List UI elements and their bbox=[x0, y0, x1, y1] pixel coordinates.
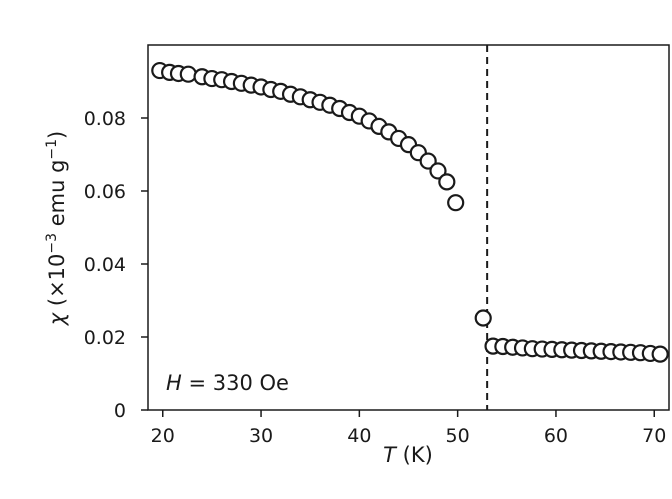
x-axis-unit: (K) bbox=[396, 443, 433, 467]
x-tick-label: 20 bbox=[151, 425, 175, 447]
x-axis-var: T bbox=[383, 443, 398, 467]
x-tick-label: 70 bbox=[642, 425, 666, 447]
data-point bbox=[447, 194, 465, 212]
data-points bbox=[151, 61, 669, 363]
y-axis-title: χ (×10−3 emu g−1) bbox=[44, 131, 69, 326]
axis-ticks: 20 30 40 50 60 70 0 0.02 0.04 0.06 0.08 bbox=[84, 108, 667, 447]
data-point bbox=[438, 173, 456, 191]
y-axis-var: χ bbox=[45, 311, 69, 326]
field-annotation-text: = 330 Oe bbox=[182, 371, 289, 395]
y-tick-label: 0.04 bbox=[84, 254, 126, 276]
data-point bbox=[429, 162, 447, 180]
y-axis-mid: emu g bbox=[45, 160, 69, 233]
data-point bbox=[651, 345, 669, 363]
y-tick-label: 0.02 bbox=[84, 327, 126, 349]
x-tick-label: 30 bbox=[249, 425, 273, 447]
y-tick-label: 0.06 bbox=[84, 181, 126, 203]
y-axis-exp1: −3 bbox=[44, 233, 60, 254]
x-tick-label: 40 bbox=[347, 425, 371, 447]
data-point bbox=[179, 65, 197, 83]
field-annotation: H = 330 Oe bbox=[166, 371, 289, 395]
y-axis-post: ) bbox=[45, 131, 69, 139]
plot-frame bbox=[147, 44, 670, 411]
data-point bbox=[419, 152, 437, 170]
y-axis-exp2: −1 bbox=[44, 139, 60, 160]
y-tick-label: 0.08 bbox=[84, 108, 126, 130]
y-tick-label: 0 bbox=[114, 400, 126, 422]
field-annotation-var: H bbox=[166, 371, 182, 395]
x-axis-title: T (K) bbox=[383, 443, 433, 467]
data-point bbox=[474, 309, 492, 327]
x-tick-label: 60 bbox=[544, 425, 568, 447]
y-axis-pre: (×10 bbox=[45, 254, 69, 313]
x-tick-label: 50 bbox=[446, 425, 470, 447]
